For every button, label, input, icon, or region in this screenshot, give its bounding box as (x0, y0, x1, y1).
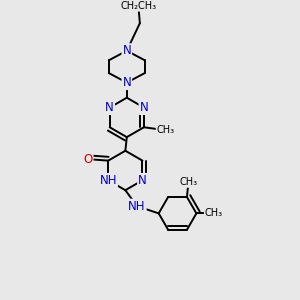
Text: CH₃: CH₃ (205, 208, 223, 218)
Text: N: N (105, 101, 114, 114)
Text: N: N (140, 101, 148, 114)
Text: CH₃: CH₃ (179, 177, 197, 187)
Text: N: N (138, 174, 147, 187)
Text: O: O (83, 153, 93, 166)
Text: NH: NH (128, 200, 146, 213)
Text: N: N (122, 44, 131, 57)
Text: CH₃: CH₃ (157, 125, 175, 135)
Text: NH: NH (100, 174, 117, 187)
Text: CH₂CH₃: CH₂CH₃ (120, 1, 157, 11)
Text: N: N (122, 76, 131, 89)
